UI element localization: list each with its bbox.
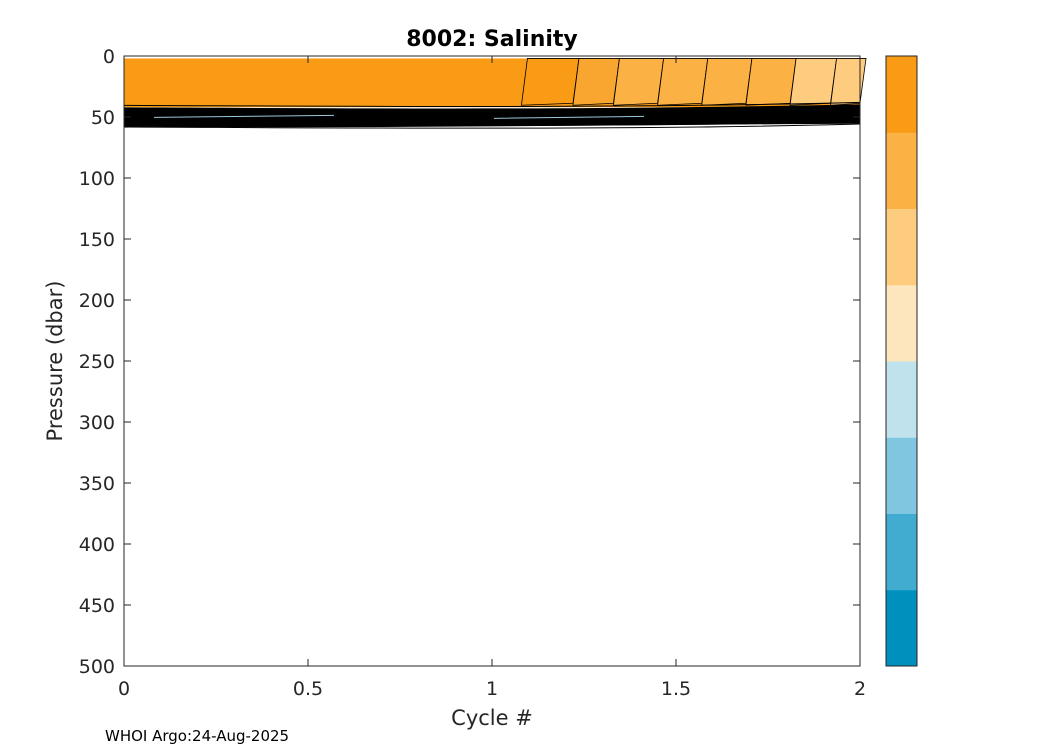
- x-tick-label: 1: [486, 678, 498, 700]
- contour-lines: [123, 101, 861, 129]
- contour-highlight: [153, 114, 645, 119]
- y-tick-label: 500: [79, 656, 115, 678]
- y-tick-label: 300: [79, 412, 115, 434]
- colorbar-segment-8: [886, 56, 917, 133]
- contour-line-3: [123, 107, 861, 113]
- colorbar-segment-4: [886, 361, 917, 438]
- contour-line-1: [123, 101, 861, 107]
- contour-line-6: [123, 115, 861, 121]
- colorbar-segment-1: [886, 589, 917, 667]
- y-tick-label: 250: [79, 351, 115, 373]
- contour-line-8: [123, 120, 861, 126]
- surface-band-6: [745, 58, 797, 106]
- surface-band-7: [789, 58, 838, 106]
- y-tick-label: 450: [79, 595, 115, 617]
- colorbar: [885, 55, 918, 667]
- colorbar-segment-2: [886, 513, 917, 591]
- x-tick-label: 2: [854, 678, 866, 700]
- x-axis-label: Cycle #: [451, 706, 533, 730]
- x-tick-label: 0.5: [293, 678, 323, 700]
- contour-line-7: [123, 118, 861, 124]
- contour-line-4: [123, 109, 861, 116]
- surface-band-1: [520, 58, 580, 106]
- surface-band-8: [830, 58, 867, 106]
- x-axis-ticks: 0 0.5 1 1.5 2: [118, 56, 866, 700]
- x-tick-label: 1.5: [661, 678, 691, 700]
- contour-line-2: [123, 104, 861, 110]
- surface-band-2: [572, 58, 620, 106]
- plot-background: [124, 56, 860, 666]
- y-tick-label: 200: [79, 290, 115, 312]
- y-axis-ticks: 0 50 100 150 200 250 300 350 400 450 500: [79, 46, 860, 678]
- surface-band-5: [701, 58, 753, 106]
- colorbar-segment-6: [886, 208, 917, 286]
- surface-layer: [124, 58, 867, 108]
- y-tick-label: 100: [79, 168, 115, 190]
- y-tick-label: 150: [79, 229, 115, 251]
- x-tick-label: 0: [118, 678, 130, 700]
- y-axis-label: Pressure (dbar): [43, 281, 67, 442]
- footer-stamp: WHOI Argo:24-Aug-2025: [105, 727, 289, 745]
- y-tick-label: 50: [91, 107, 115, 129]
- chart-title: 8002: Salinity: [406, 27, 578, 52]
- y-tick-label: 400: [79, 534, 115, 556]
- y-tick-label: 0: [103, 46, 115, 68]
- plot-area: 0 0.5 1 1.5 2 0 50 100 150 200 250 300 350 400 450 500: [79, 46, 867, 700]
- surface-band-4: [657, 58, 709, 106]
- contour-line-9: [123, 123, 861, 129]
- surface-band-3: [612, 58, 665, 106]
- colorbar-segment-3: [886, 437, 917, 514]
- colorbar-frame: [885, 55, 918, 667]
- colorbar-segment-5: [886, 284, 917, 362]
- colorbar-segment-7: [886, 132, 917, 209]
- y-tick-label: 350: [79, 473, 115, 495]
